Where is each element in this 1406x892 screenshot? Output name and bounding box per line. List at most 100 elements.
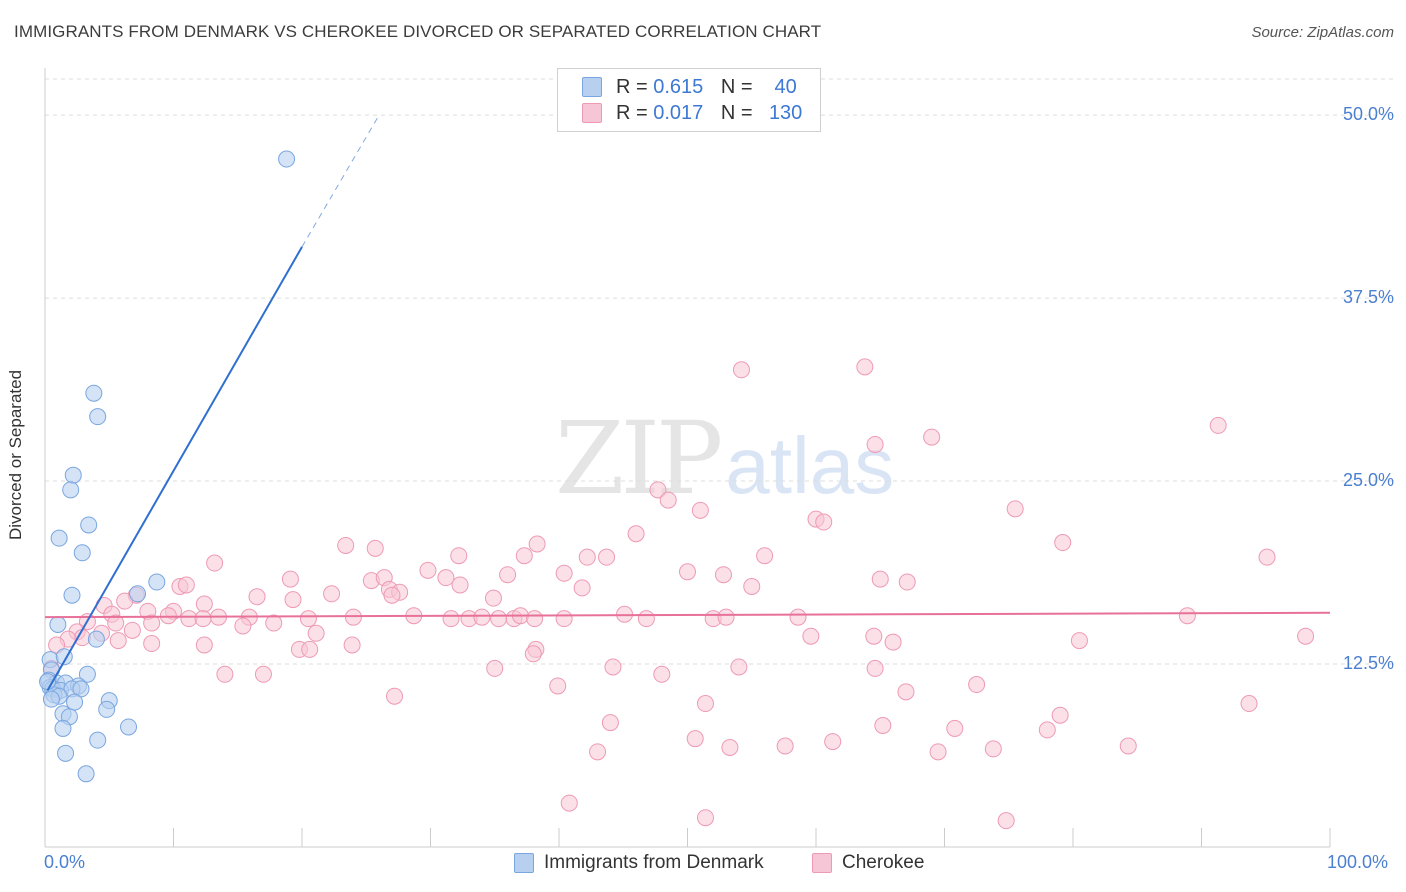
cherokee-point — [343, 636, 361, 654]
chart-title: IMMIGRANTS FROM DENMARK VS CHEROKEE DIVO… — [14, 22, 822, 41]
cherokee-point — [419, 561, 437, 579]
cherokee-point — [824, 733, 842, 751]
cherokee-point — [871, 570, 889, 588]
cherokee-point — [490, 610, 508, 628]
denmark-point — [80, 516, 98, 534]
cherokee-point — [1240, 695, 1258, 713]
denmark-trend-line — [46, 246, 303, 691]
r-value-denmark: 0.615 — [653, 75, 704, 98]
denmark-point — [64, 466, 82, 484]
cherokee-point — [386, 687, 404, 705]
cherokee-point — [1297, 627, 1315, 645]
cherokee-point — [802, 627, 820, 645]
cherokee-point — [856, 358, 874, 376]
cherokee-point — [696, 695, 714, 713]
y-tick-label: 50.0% — [1342, 104, 1394, 125]
n-value-denmark: 40 — [774, 75, 797, 98]
cherokee-point — [195, 595, 213, 613]
denmark-point — [49, 616, 67, 634]
cherokee-point — [573, 579, 591, 597]
swatch-cherokee — [582, 103, 602, 123]
cherokee-point — [442, 610, 460, 628]
denmark-point — [98, 700, 116, 718]
cherokee-point — [299, 610, 317, 628]
y-tick-label: 37.5% — [1342, 287, 1394, 308]
cherokee-point — [598, 548, 616, 566]
x-tick-label-min: 0.0% — [44, 852, 86, 872]
cherokee-point — [874, 717, 892, 735]
cherokee-point — [732, 361, 750, 379]
cherokee-point — [686, 730, 704, 748]
cherokee-points — [42, 358, 1315, 830]
cherokee-point — [499, 566, 517, 584]
cherokee-point — [337, 536, 355, 554]
cherokee-point — [589, 743, 607, 761]
cherokee-point — [637, 610, 655, 628]
denmark-point — [120, 718, 138, 736]
r-label: R = — [616, 75, 648, 98]
cherokee-point — [984, 740, 1002, 758]
cherokee-point — [1054, 534, 1072, 552]
swatch-denmark — [582, 77, 602, 97]
cherokee-point — [301, 640, 319, 658]
denmark-point — [57, 744, 75, 762]
cherokee-point — [383, 586, 401, 604]
cherokee-point — [486, 659, 504, 677]
denmark-point — [129, 585, 147, 603]
denmark-points — [39, 150, 296, 783]
cherokee-point — [717, 608, 735, 626]
cherokee-point — [216, 665, 234, 683]
cherokee-point — [946, 719, 964, 737]
cherokee-point — [48, 636, 66, 654]
cherokee-point — [323, 585, 341, 603]
cherokee-point — [123, 621, 141, 639]
denmark-point — [85, 384, 103, 402]
legend-swatch-denmark — [514, 853, 534, 873]
y-axis-title: Divorced or Separated — [6, 369, 25, 541]
cherokee-point — [109, 632, 127, 650]
denmark-point — [62, 481, 80, 499]
cherokee-point — [281, 570, 299, 588]
cherokee-point — [968, 676, 986, 694]
cherokee-point — [307, 624, 325, 642]
axes — [44, 68, 1331, 848]
cherokee-point — [730, 658, 748, 676]
cherokee-point — [714, 566, 732, 584]
cherokee-point — [898, 573, 916, 591]
legend-label-cherokee: Cherokee — [842, 852, 925, 873]
cherokee-point — [526, 610, 544, 628]
cherokee-point — [484, 589, 502, 607]
cherokee-point — [1209, 416, 1227, 434]
n-label: N = — [720, 101, 753, 124]
cherokee-point — [344, 608, 362, 626]
stats-legend: R = 0.615 N = 40 R = 0.017 N = 130 — [557, 68, 821, 132]
cherokee-point — [923, 428, 941, 446]
cherokee-point — [450, 547, 468, 565]
cherokee-point — [997, 812, 1015, 830]
source-label: Source: ZipAtlas.com — [1251, 24, 1394, 41]
n-value-cherokee: 130 — [768, 101, 803, 124]
denmark-point — [87, 630, 105, 648]
cherokee-point — [116, 592, 134, 610]
cherokee-point — [627, 525, 645, 543]
cherokee-point — [528, 535, 546, 553]
cherokee-point — [451, 576, 469, 594]
denmark-point — [66, 693, 84, 711]
cherokee-point — [649, 481, 667, 499]
cherokee-point — [776, 737, 794, 755]
cherokee-point — [254, 665, 272, 683]
cherokee-point — [653, 665, 671, 683]
cherokee-point — [604, 658, 622, 676]
cherokee-point — [696, 809, 714, 827]
cherokee-point — [248, 588, 266, 606]
cherokee-point — [143, 614, 161, 632]
cherokee-point — [366, 539, 384, 557]
y-tick-label: 12.5% — [1342, 653, 1394, 674]
cherokee-point — [159, 607, 177, 625]
denmark-point — [63, 586, 81, 604]
cherokee-point — [177, 576, 195, 594]
legend-item-cherokee: Cherokee — [812, 852, 924, 874]
cherokee-point — [756, 547, 774, 565]
cherokee-point — [194, 610, 212, 628]
